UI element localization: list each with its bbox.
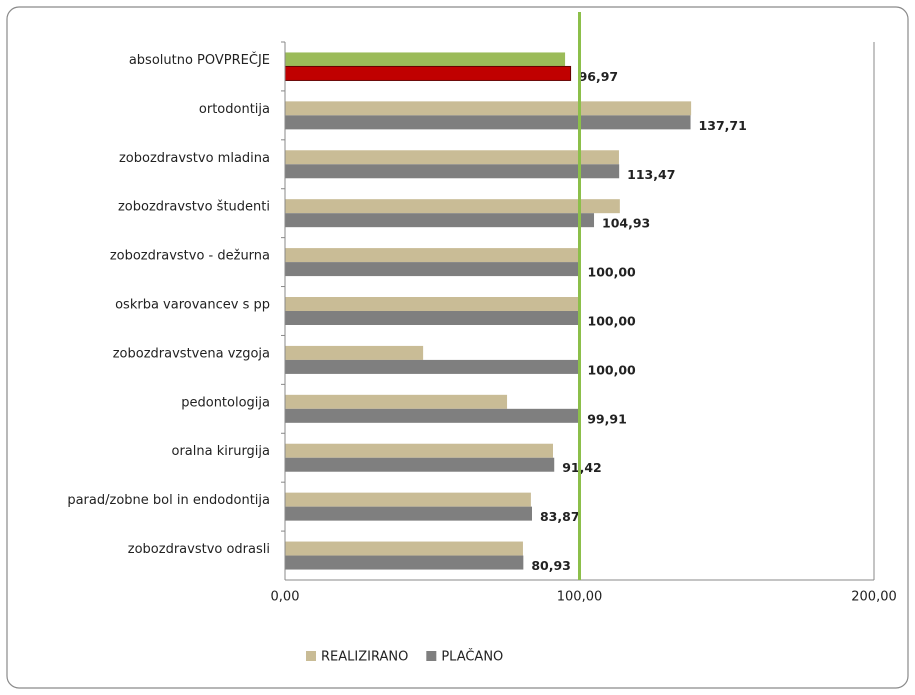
data-label: 83,87 (540, 509, 580, 524)
chart-frame (6, 6, 909, 689)
bar (285, 213, 595, 228)
legend-swatch (306, 651, 316, 661)
bar (285, 506, 532, 521)
bar (285, 199, 620, 214)
bar (285, 345, 424, 360)
y-tick-label: pedontologija (181, 395, 270, 410)
data-label: 113,47 (627, 167, 675, 182)
x-tick-label: 200,00 (851, 590, 897, 605)
data-label: 137,71 (699, 118, 747, 133)
bar (285, 262, 580, 277)
bar (285, 101, 692, 116)
data-label: 91,42 (562, 460, 602, 475)
data-label: 100,00 (588, 362, 637, 377)
bar (284, 65, 572, 81)
data-label: 99,91 (587, 411, 627, 426)
x-tick-label: 0,00 (271, 590, 300, 605)
bar (285, 492, 531, 507)
y-tick-label: absolutno POVPREČJE (129, 52, 270, 68)
legend-swatch (426, 651, 437, 661)
y-tick-label: zobozdravstvo odrasli (128, 542, 270, 557)
bar (285, 164, 620, 179)
bar (285, 443, 553, 458)
data-label: 100,00 (588, 314, 637, 329)
data-label: 104,93 (602, 216, 650, 231)
x-tick-label: 100,00 (557, 590, 603, 605)
y-tick-label: zobozdravstvena vzgoja (113, 346, 270, 361)
data-label: 100,00 (588, 265, 637, 280)
bar (285, 150, 619, 165)
y-tick-label: zobozdravstvo študenti (118, 200, 270, 215)
bar (285, 408, 580, 423)
y-tick-label: zobozdravstvo mladina (119, 151, 270, 166)
bar (285, 457, 555, 472)
bar (285, 52, 566, 67)
y-tick-label: ortodontija (199, 102, 270, 117)
legend-label: REALIZIRANO (321, 650, 408, 665)
y-tick-label: parad/zobne bol in endodontija (67, 493, 270, 508)
data-label: 80,93 (531, 558, 571, 573)
y-tick-label: oralna kirurgija (172, 444, 271, 459)
legend-label: PLAČANO (441, 649, 503, 665)
bar (285, 541, 523, 556)
y-tick-label: oskrba varovancev s pp (115, 298, 270, 313)
bar (285, 248, 579, 263)
bar (285, 359, 580, 374)
bar (285, 297, 580, 311)
bar (285, 555, 524, 570)
bar (285, 311, 580, 325)
bar (285, 115, 691, 130)
y-tick-label: zobozdravstvo - dežurna (110, 249, 270, 264)
bar (285, 394, 508, 409)
data-label: 96,97 (579, 69, 619, 84)
